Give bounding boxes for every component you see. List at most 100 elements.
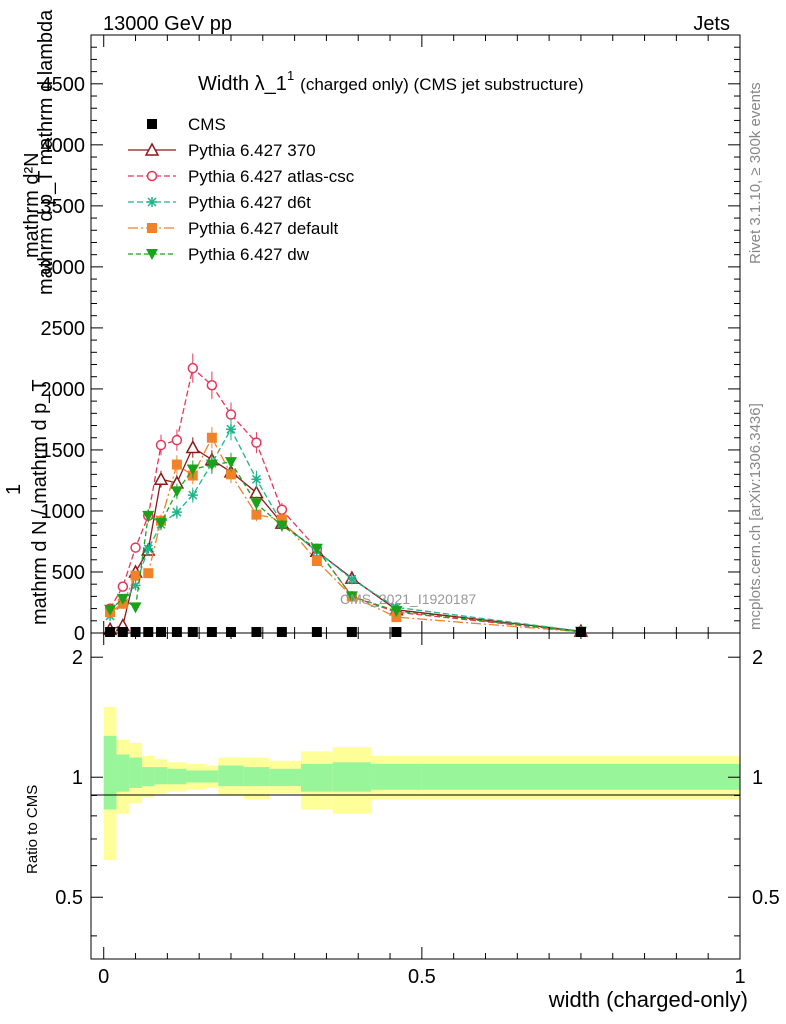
ratio-tick-label-right: 0.5 [752,887,780,909]
ratio-band-green [269,768,301,787]
ylabel-numerator-bottom: mathrm d p_T mathrm d lambda [35,9,57,295]
series-line [109,427,582,632]
ratio-panel: 0.5 0.51 12 2 0 0.5 1 Ratio to CMS width (cha… [24,35,780,1012]
data-point [155,439,167,451]
watermark: CMS_2021_I1920187 [340,591,476,607]
data-point [311,555,322,566]
data-point [251,474,262,485]
data-point [187,627,198,637]
legend: CMS Pythia 6.427 370 Pythia 6.427 atlas-cs… [128,115,355,264]
data-point [171,459,182,470]
chart-title: Width λ_11 (charged only) (CMS jet substr… [198,68,584,95]
ylabel-denominator: mathrm d N / mathrm d p_T [29,379,51,625]
data-point [225,409,237,420]
data-point [187,490,198,501]
data-point [186,464,199,476]
data-point [251,627,262,637]
ratio-band-green [116,754,130,792]
data-point [390,606,403,618]
legend-item: Pythia 6.427 370 [128,141,316,160]
data-point [130,570,141,581]
data-point [187,362,199,374]
data-point [171,434,183,446]
data-point [143,627,154,637]
y-tick-label: 2000 [41,379,86,401]
ratio-band-green [243,767,270,787]
legend-item: Pythia 6.427 dw [128,245,310,264]
ratio-tick-label-right: 2 [752,647,763,669]
data-point [345,591,358,603]
data-point [104,604,117,616]
ratio-y-ticks: 0.5 0.5 1 1 2 2 [55,647,780,937]
header-energy-label: 13000 GeV pp [103,13,232,35]
data-point [276,504,288,515]
ratio-tick-label: 2 [72,647,83,669]
ratio-band-green [186,770,206,783]
data-point [143,543,154,554]
data-point [130,542,141,553]
title-rest: (charged only) (CMS jet substructure) [300,75,583,94]
data-point [206,627,217,637]
ratio-band-green [370,763,422,790]
main-panel: 0 500 1000 1500 2000 2500 3000 3500 4000 4500 CMS… [41,34,741,645]
y-tick-label: 3000 [41,257,86,279]
ratio-band-green [205,770,219,783]
data-point [130,580,141,591]
data-point [170,486,183,498]
ratio-band-green [332,762,371,792]
legend-marker [144,142,160,156]
ratio-band-green [154,767,168,785]
data-point [391,627,402,637]
ratio-band-green [141,767,155,787]
ratio-y-label: Ratio to CMS [24,785,41,874]
x-ticks: 0 0.5 1 [98,35,746,988]
data-point [391,612,402,623]
x-tick-label: 0 [98,966,109,988]
data-point [224,457,237,469]
legend-marker [147,223,157,233]
legend-marker [146,170,158,182]
data-point [346,574,357,585]
data-point [153,471,169,485]
ratio-band-green [129,757,142,788]
legend-label: Pythia 6.427 d6t [188,193,311,212]
data-point [171,627,182,637]
main-y-ticks: 0 500 1000 1500 2000 2500 3000 3500 4000 4500 [41,46,740,645]
x-axis-label: width (charged-only) [548,987,748,1012]
data-point [105,627,116,637]
data-point [154,518,167,530]
ratio-band-green [103,735,117,810]
legend-label: Pythia 6.427 370 [188,141,316,160]
data-point [143,568,154,579]
data-point [225,424,236,435]
data-point [206,380,218,391]
series-line [109,461,582,633]
main-y-axis-label: mathrm d²N mathrm d p_T mathrm d lambda … [3,9,57,625]
legend-item: Pythia 6.427 atlas-csc [128,167,355,186]
y-tick-label: 2500 [41,318,86,340]
ratio-band-green [421,763,740,790]
data-point [310,543,323,555]
data-point [225,469,236,480]
y-tick-label: 1500 [41,440,86,462]
ratio-frame [90,632,741,960]
x-tick-label: 1 [734,966,745,988]
data-point [155,627,166,637]
data-point [206,432,217,443]
rivet-label: Rivet 3.1.10, ≥ 300k events [747,82,764,264]
ratio-band-green [300,763,333,792]
ratio-tick-label: 0.5 [55,887,83,909]
title-main: Width λ_1 [198,73,287,95]
legend-item: Pythia 6.427 default [128,219,339,238]
y-tick-label: 500 [52,562,85,584]
data-point [142,510,155,522]
data-point [117,581,129,592]
legend-label: Pythia 6.427 atlas-csc [188,167,355,186]
legend-marker [146,249,158,260]
data-point [129,602,142,614]
x-tick-label: 0.5 [408,966,436,988]
data-point [117,627,128,637]
legend-label: Pythia 6.427 default [188,219,339,238]
data-point [311,627,322,637]
